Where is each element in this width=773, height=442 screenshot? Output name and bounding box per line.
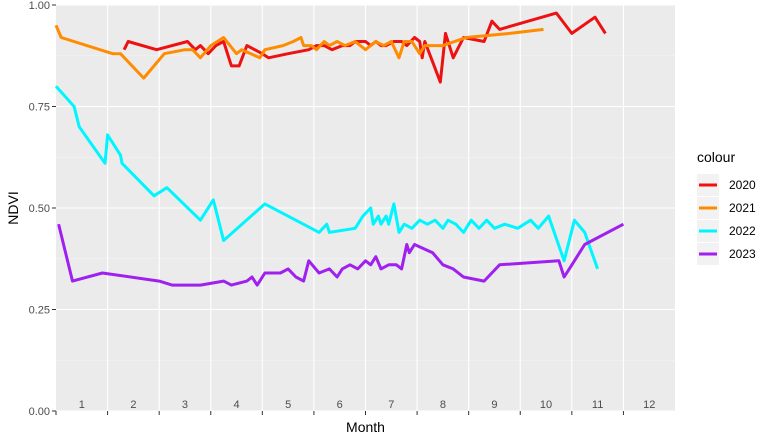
grid-lines (56, 4, 675, 412)
legend-label-2023: 2023 (729, 247, 756, 261)
month-label-11: 11 (592, 399, 603, 411)
x-axis-title: Month (346, 419, 385, 435)
legend: colour 2020 2021 2022 2023 (697, 149, 756, 265)
legend-title: colour (697, 149, 735, 165)
y-tick-label: 0.50 (29, 203, 50, 215)
month-label-9: 9 (491, 399, 497, 411)
month-label-1: 1 (79, 399, 85, 411)
month-label-6: 6 (337, 399, 343, 411)
month-label-12: 12 (643, 399, 655, 411)
series-line-2021 (54, 24, 544, 80)
month-labels: 1 2 3 4 5 6 7 8 9 10 11 12 (79, 399, 656, 411)
month-label-4: 4 (233, 399, 239, 411)
month-label-8: 8 (440, 399, 446, 411)
y-tick-label: 0.25 (29, 305, 50, 317)
legend-label-2022: 2022 (729, 224, 756, 238)
y-tick-label: 0.00 (29, 406, 50, 418)
y-tick-label: 1.00 (29, 0, 50, 12)
series-lines (54, 11, 625, 287)
series-line-2023 (57, 222, 625, 287)
legend-label-2021: 2021 (729, 201, 756, 215)
legend-label-2020: 2020 (729, 178, 756, 192)
month-label-2: 2 (130, 399, 136, 411)
month-label-3: 3 (182, 399, 188, 411)
y-axis-title: NDVI (5, 191, 21, 224)
axes: 0.00 0.25 0.50 0.75 1.00 (29, 0, 624, 418)
month-label-10: 10 (540, 399, 552, 411)
month-label-5: 5 (285, 399, 291, 411)
series-line-2022 (54, 85, 600, 270)
series-line-2020 (122, 11, 607, 84)
y-tick-label: 0.75 (29, 102, 50, 114)
month-label-7: 7 (388, 399, 394, 411)
